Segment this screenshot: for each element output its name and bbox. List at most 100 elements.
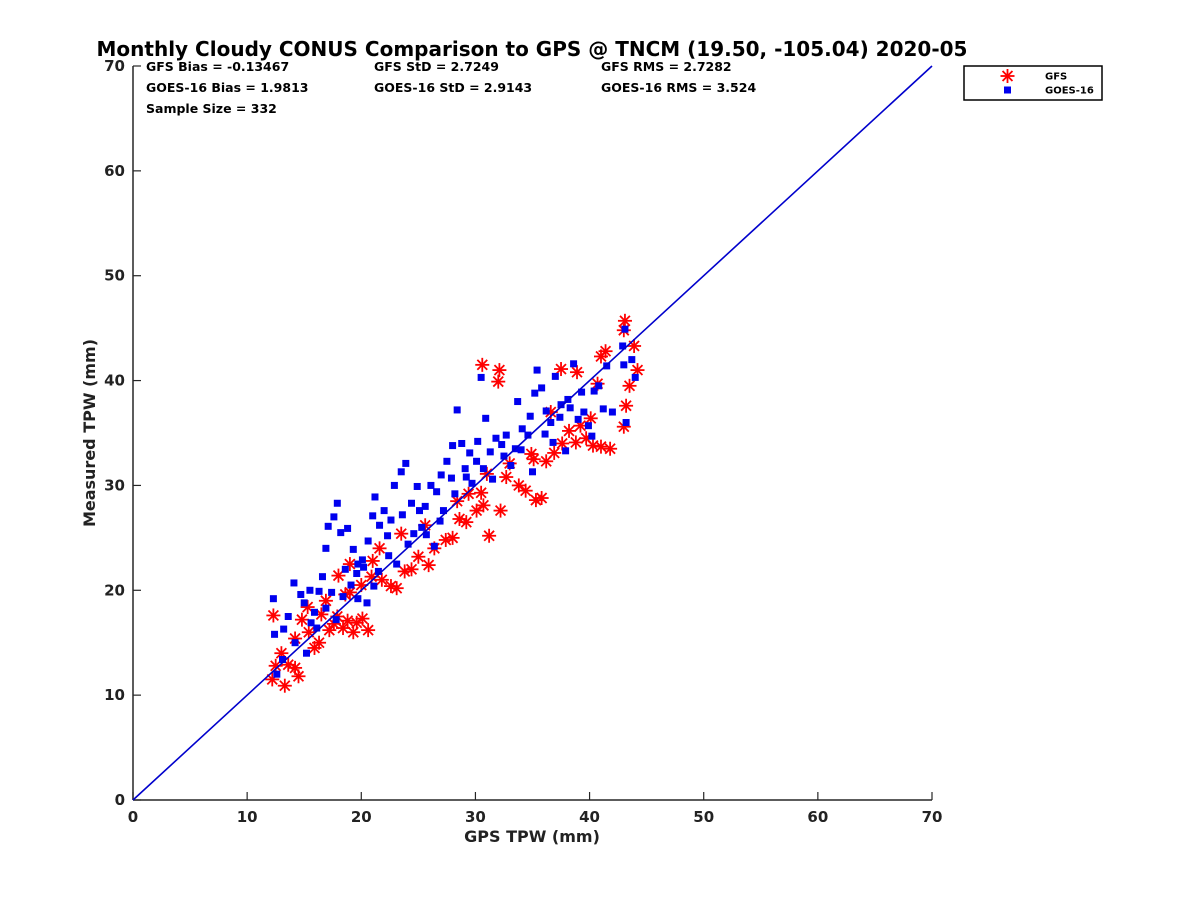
data-point <box>507 462 515 470</box>
data-point <box>547 419 555 427</box>
data-point <box>493 503 508 518</box>
data-point <box>598 344 613 359</box>
stat-text: GFS RMS = 2.7282 <box>601 59 732 74</box>
data-point <box>312 635 327 650</box>
x-tick-label: 10 <box>237 808 258 826</box>
data-point <box>570 360 578 368</box>
data-point <box>568 435 583 450</box>
data-point <box>557 401 565 409</box>
data-point <box>422 531 430 539</box>
legend-box <box>963 65 1103 101</box>
data-point <box>562 447 570 455</box>
data-point <box>315 587 323 595</box>
data-point <box>297 590 305 598</box>
data-point <box>410 530 418 538</box>
data-point <box>393 560 401 568</box>
legend-label: GOES-16 <box>1045 86 1094 97</box>
legend: GFS GOES-16 <box>963 65 1103 101</box>
data-point <box>541 430 549 438</box>
data-point <box>332 616 340 624</box>
data-point <box>370 582 378 590</box>
data-point <box>511 478 526 493</box>
data-point <box>427 481 435 489</box>
data-point <box>466 449 474 457</box>
data-point <box>603 441 618 456</box>
data-point <box>595 382 603 390</box>
data-point <box>556 413 564 421</box>
data-point <box>524 446 539 461</box>
data-point <box>387 516 395 524</box>
data-point <box>360 563 368 571</box>
data-point <box>479 465 487 473</box>
data-point <box>404 562 419 577</box>
data-point <box>279 655 287 663</box>
data-point <box>542 407 550 415</box>
stat-text: GOES-16 RMS = 3.524 <box>601 80 756 95</box>
y-tick-label: 50 <box>104 267 125 285</box>
data-point <box>402 459 410 467</box>
data-point <box>390 481 398 489</box>
data-point <box>354 595 362 603</box>
data-point <box>562 423 577 438</box>
y-tick-label: 0 <box>115 791 125 809</box>
data-point <box>599 405 607 413</box>
data-point <box>443 457 451 465</box>
data-point <box>491 374 506 389</box>
data-point <box>498 441 506 449</box>
data-point <box>354 560 362 568</box>
data-point <box>538 384 546 392</box>
data-point <box>526 412 534 420</box>
reference-line <box>132 65 933 801</box>
data-point <box>294 612 309 627</box>
data-point <box>474 485 489 500</box>
legend-marker-goes-16 <box>1004 86 1011 94</box>
data-point <box>500 452 508 460</box>
data-point <box>439 507 447 515</box>
data-point <box>411 549 426 564</box>
x-tick-label: 60 <box>807 808 828 826</box>
stat-text: GFS Bias = -0.13467 <box>146 59 289 74</box>
y-tick-label: 30 <box>104 476 125 494</box>
data-point <box>445 530 460 545</box>
x-tick-label: 30 <box>465 808 486 826</box>
data-point <box>337 529 345 537</box>
chart-title: Monthly Cloudy CONUS Comparison to GPS @… <box>97 37 968 61</box>
data-point <box>397 468 405 476</box>
data-point <box>622 419 630 427</box>
data-point <box>476 498 491 513</box>
data-point <box>344 524 352 532</box>
data-point <box>524 431 532 439</box>
data-point <box>291 639 299 647</box>
data-point <box>385 552 393 560</box>
x-tick-label: 70 <box>922 808 943 826</box>
data-point <box>437 471 445 479</box>
data-point <box>355 611 370 626</box>
data-point <box>300 599 308 607</box>
data-point <box>280 625 288 633</box>
data-point <box>421 502 429 510</box>
data-point <box>620 361 628 369</box>
data-point <box>436 517 444 525</box>
data-point <box>570 365 585 380</box>
data-point <box>453 406 461 414</box>
data-point <box>339 593 347 601</box>
data-point <box>458 439 466 447</box>
data-point <box>547 445 562 460</box>
data-point <box>358 556 366 564</box>
stat-text: GFS StD = 2.7249 <box>374 59 499 74</box>
data-point <box>449 442 457 450</box>
data-point <box>330 513 338 521</box>
data-point <box>302 649 310 657</box>
data-point <box>284 613 292 620</box>
data-point <box>502 431 510 439</box>
data-point <box>517 446 525 454</box>
data-point <box>310 608 318 616</box>
stat-text: GOES-16 Bias = 1.9813 <box>146 80 308 95</box>
data-point <box>307 619 315 627</box>
data-point <box>489 475 497 483</box>
data-point <box>398 511 406 519</box>
data-point <box>347 581 355 589</box>
data-point <box>389 581 404 596</box>
x-tick-label: 50 <box>693 808 714 826</box>
data-point <box>328 588 336 596</box>
